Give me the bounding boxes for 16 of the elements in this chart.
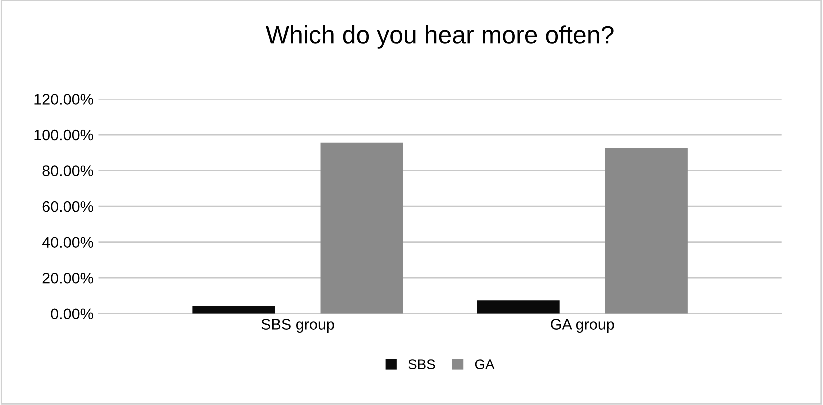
y-tick-label: 100.00%	[34, 130, 94, 141]
bar	[192, 306, 276, 314]
y-tick-label: 40.00%	[42, 237, 94, 248]
x-tick-label: SBS group	[262, 319, 334, 333]
bar	[320, 142, 404, 314]
legend-label: GA	[475, 360, 495, 370]
legend-label: SBS	[408, 360, 436, 370]
y-tick-label: 20.00%	[42, 272, 94, 284]
y-tick-label: 80.00%	[42, 166, 94, 176]
x-tick-label: GA group	[551, 319, 614, 333]
y-tick-label: 120.00%	[34, 94, 94, 105]
y-tick-label: 0.00%	[51, 308, 94, 320]
bar	[605, 148, 688, 314]
y-tick-label: 60.00%	[42, 201, 94, 212]
bar	[477, 300, 560, 314]
chart-title: Which do you hear more often?	[266, 26, 614, 49]
